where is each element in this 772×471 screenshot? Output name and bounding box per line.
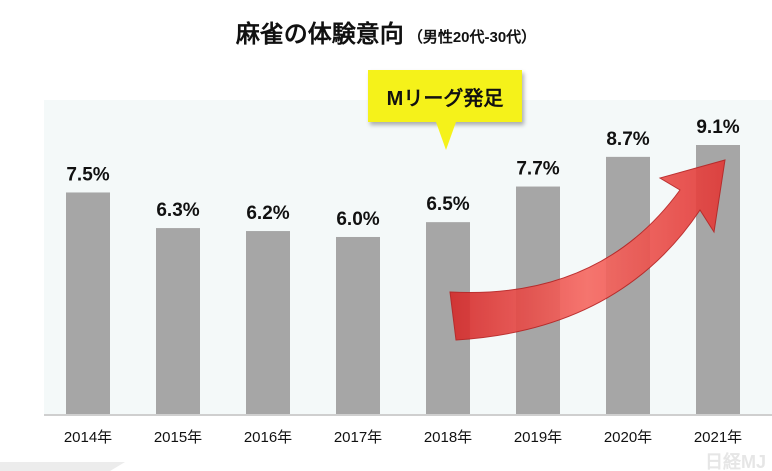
x-tick-label: 2015年 <box>154 429 202 446</box>
title-subtitle: （男性20代-30代） <box>407 29 537 46</box>
x-tick-label: 2018年 <box>424 429 472 446</box>
bar-2014年 <box>66 192 110 415</box>
bar-2017年 <box>336 236 380 415</box>
x-tick-label: 2016年 <box>244 429 292 446</box>
data-label: 6.2% <box>246 203 289 224</box>
annotation-callout: Mリーグ発足 <box>368 70 522 150</box>
bar-2015年 <box>156 228 200 415</box>
chart-title: 麻雀の体験意向 （男性20代-30代） <box>0 14 772 49</box>
x-tick-label: 2017年 <box>334 429 382 446</box>
data-label: 7.5% <box>66 164 109 185</box>
trend-arrow <box>449 159 726 341</box>
data-label: 9.1% <box>696 117 739 138</box>
data-label: 8.7% <box>606 129 649 150</box>
plot-background <box>44 100 772 415</box>
annotation-text: Mリーグ発足 <box>386 87 504 110</box>
x-tick-label: 2014年 <box>64 429 112 446</box>
data-label: 6.5% <box>426 194 469 215</box>
x-tick-label: 2020年 <box>604 429 652 446</box>
x-tick-label: 2021年 <box>694 429 742 446</box>
data-label: 6.3% <box>156 200 199 221</box>
data-label: 6.0% <box>336 209 379 230</box>
data-label: 7.7% <box>516 159 559 180</box>
bar-2016年 <box>246 231 290 415</box>
watermark: 日経MJ <box>705 451 766 471</box>
x-tick-label: 2019年 <box>514 429 562 446</box>
title-main: 麻雀の体験意向 <box>235 21 404 48</box>
decor-shape <box>0 462 125 471</box>
